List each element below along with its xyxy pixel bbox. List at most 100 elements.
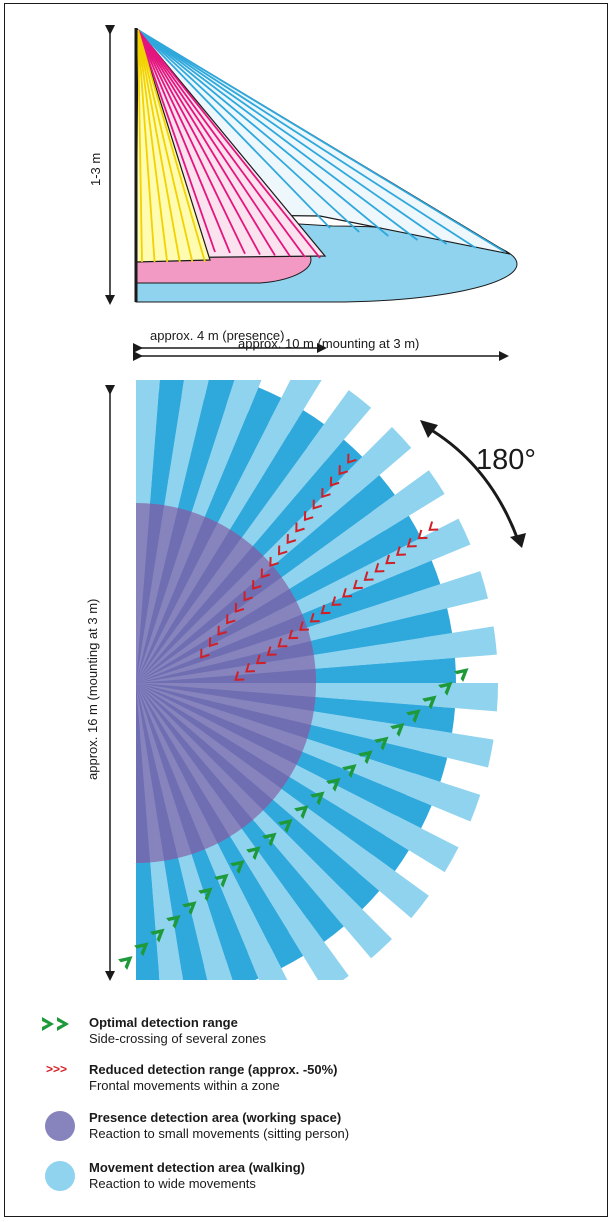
presence-sector <box>136 668 316 683</box>
red-chevron <box>252 579 262 590</box>
red-chevron <box>269 557 279 568</box>
red-chevron <box>266 646 277 656</box>
red-chevron <box>277 637 288 648</box>
inner-ray <box>137 29 194 263</box>
legend-desc: Side-crossing of several zones <box>89 1031 267 1046</box>
presence-sector <box>136 507 192 683</box>
presence-sector <box>136 683 316 712</box>
height-label: 1-3 m <box>88 152 103 186</box>
red-chevron <box>200 648 210 659</box>
green-chevron <box>326 777 341 792</box>
presence-ray <box>137 29 321 259</box>
green-chevron <box>278 818 293 833</box>
red-chevron <box>234 602 245 613</box>
movement-rays <box>137 29 506 253</box>
red-chevron <box>226 614 236 625</box>
movement-ray <box>137 29 506 253</box>
presence-sector <box>136 503 165 683</box>
red-chevron <box>338 465 349 476</box>
angle-arc-arrow <box>427 426 520 541</box>
red-chevron <box>385 554 396 565</box>
angle-label: 180° <box>476 444 536 476</box>
red-chevron <box>352 579 363 590</box>
legend-item-movement: Movement detection area (walking) Reacti… <box>40 1160 580 1204</box>
red-chevron <box>295 522 305 533</box>
svg-text:>>>: >>> <box>46 1062 67 1076</box>
red-chevron <box>298 621 309 631</box>
green-chevron <box>182 901 197 916</box>
diagram-frame <box>4 3 608 1217</box>
green-chevron <box>438 681 453 696</box>
inner-ray <box>137 29 206 263</box>
red-chevron <box>347 453 357 464</box>
presence-sector <box>136 614 308 683</box>
legend-desc: Reaction to small movements (sitting per… <box>89 1126 350 1141</box>
red-chevron <box>331 596 342 606</box>
presence-sector <box>136 683 303 765</box>
red-chevron <box>406 537 417 548</box>
red-chevron <box>288 629 299 640</box>
inner-rays <box>137 29 206 263</box>
green-chevron <box>374 736 389 751</box>
movement-ray <box>137 29 477 249</box>
top-view <box>136 380 498 980</box>
green-chevron <box>198 887 213 902</box>
optimal-range-chevrons <box>118 668 469 970</box>
presence-sector <box>136 588 297 683</box>
inner-ray <box>137 29 181 263</box>
red-chevron <box>320 604 331 615</box>
presence-ray <box>137 29 261 256</box>
reduced-range-chevrons <box>200 453 439 681</box>
top-range-label: approx. 16 m (mounting at 3 m) <box>85 598 100 780</box>
green-chevron <box>150 928 165 943</box>
red-chevron <box>309 612 320 623</box>
green-chevron <box>406 709 421 724</box>
movement-sector <box>136 683 160 980</box>
presence-sector <box>136 683 253 829</box>
movement-ray <box>137 29 389 237</box>
red-chevron <box>363 571 374 581</box>
red-chevron <box>329 476 340 487</box>
green-chevron <box>214 873 229 888</box>
movement-ray <box>137 29 331 229</box>
side-view <box>105 25 518 361</box>
green-chevron <box>342 764 357 778</box>
red-chevron <box>321 488 331 499</box>
red-chevron <box>217 625 227 636</box>
green-chevron <box>230 860 245 874</box>
green-chevron <box>390 722 405 737</box>
legend-desc: Frontal movements within a zone <box>89 1078 280 1093</box>
legend-item-optimal: Optimal detection range Side-crossing of… <box>40 1015 580 1059</box>
presence-range-label: approx. 4 m (presence) <box>150 328 285 343</box>
presence-ray <box>137 29 291 257</box>
presence-sector <box>136 529 242 683</box>
presence-ray <box>137 29 216 253</box>
legend-title: Presence detection area (working space) <box>89 1110 342 1125</box>
inner-ray <box>137 29 143 263</box>
green-chevron <box>246 846 261 861</box>
angle-arrowhead-top <box>420 420 438 438</box>
presence-sector <box>136 546 264 683</box>
green-chevron <box>134 942 149 957</box>
legend-item-presence: Presence detection area (working space) … <box>40 1110 580 1154</box>
green-chevron-icon <box>42 1017 69 1031</box>
green-chevron <box>118 956 133 970</box>
red-chevron <box>342 587 353 598</box>
angle-arrowhead-bottom <box>510 533 526 548</box>
red-chevron <box>277 545 288 556</box>
presence-sector <box>136 683 312 739</box>
presence-sector <box>136 683 290 789</box>
red-chevron <box>428 521 439 531</box>
red-chevron <box>234 671 245 681</box>
red-chevron <box>255 654 266 665</box>
green-chevron <box>358 750 373 765</box>
green-chevron <box>262 832 277 847</box>
movement-sector <box>136 683 184 980</box>
red-chevron <box>374 562 385 573</box>
green-chevron <box>166 914 181 929</box>
movement-ray <box>137 29 419 241</box>
inner-ray <box>137 29 169 263</box>
green-chevron <box>294 805 309 820</box>
red-chevron <box>417 529 428 540</box>
